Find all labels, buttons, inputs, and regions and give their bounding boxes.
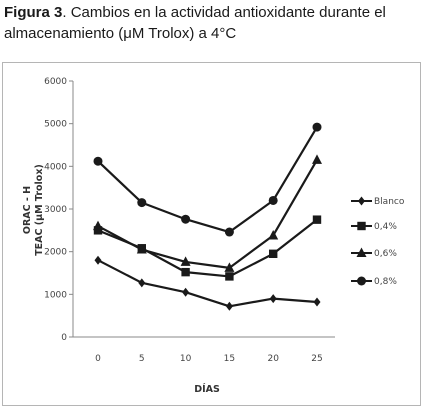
data-point bbox=[182, 287, 190, 297]
data-point bbox=[137, 198, 147, 208]
data-point bbox=[268, 229, 279, 240]
series-3 bbox=[93, 154, 322, 272]
legend-label: 0,8% bbox=[374, 277, 397, 287]
legend-item: 0,4% bbox=[351, 221, 397, 232]
data-point bbox=[313, 297, 321, 307]
data-point bbox=[224, 262, 235, 272]
data-point bbox=[181, 267, 190, 277]
legend-item: 0,6% bbox=[351, 247, 397, 259]
data-point bbox=[312, 122, 322, 132]
figure-caption-text: . Cambios en la actividad antioxidante d… bbox=[4, 4, 386, 42]
x-axis-ticks: 0 5 10 15 20 25 bbox=[95, 354, 323, 364]
y-axis-title-line2: TEAC (μM Trolox) bbox=[34, 164, 45, 256]
figure-caption: Figura 3. Cambios en la actividad antiox… bbox=[4, 2, 420, 44]
data-point bbox=[269, 249, 278, 258]
data-point bbox=[93, 156, 103, 166]
y-tick-label: 6000 bbox=[44, 77, 67, 87]
legend-marker bbox=[356, 247, 367, 257]
data-point bbox=[268, 195, 278, 205]
data-point bbox=[225, 301, 233, 311]
series-line bbox=[97, 259, 318, 308]
legend-item: Blanco bbox=[351, 196, 405, 207]
data-point bbox=[136, 244, 147, 254]
chart-frame bbox=[2, 62, 421, 406]
y-axis-title-line1: ORAC - H bbox=[22, 186, 33, 234]
data-point bbox=[94, 255, 102, 265]
series-line bbox=[97, 159, 318, 269]
series-1 bbox=[94, 255, 321, 311]
y-tick-label: 1000 bbox=[44, 290, 67, 300]
data-point bbox=[93, 220, 103, 231]
legend-marker bbox=[357, 276, 366, 286]
y-tick-label: 2000 bbox=[44, 248, 67, 258]
data-point bbox=[224, 227, 234, 237]
x-tick-label: 10 bbox=[180, 354, 192, 364]
series-line bbox=[97, 218, 318, 278]
x-axis-title: DÍAS bbox=[194, 383, 220, 395]
series-line bbox=[97, 126, 318, 234]
data-point bbox=[138, 278, 146, 288]
legend-label: Blanco bbox=[374, 197, 405, 207]
data-point bbox=[93, 226, 103, 235]
legend-marker bbox=[357, 221, 366, 231]
data-point bbox=[312, 215, 322, 224]
data-point bbox=[225, 272, 234, 281]
data-point bbox=[312, 154, 322, 164]
x-tick-label: 25 bbox=[311, 354, 322, 364]
chart-series bbox=[93, 122, 322, 311]
x-tick-label: 20 bbox=[267, 354, 279, 364]
y-tick-label: 5000 bbox=[44, 120, 67, 130]
figure-label: Figura 3 bbox=[4, 4, 63, 21]
chart-legend: Blanco 0,4% 0,6% 0,8% bbox=[351, 196, 405, 287]
data-point bbox=[180, 256, 191, 266]
y-axis-ticks: 0 1000 2000 3000 4000 5000 6000 bbox=[44, 77, 73, 343]
legend-label: 0,4% bbox=[374, 222, 397, 232]
y-tick-label: 3000 bbox=[44, 205, 67, 215]
y-tick-label: 0 bbox=[61, 333, 67, 343]
series-4 bbox=[93, 122, 322, 237]
legend-label: 0,6% bbox=[374, 249, 397, 259]
data-point bbox=[181, 214, 191, 224]
data-point bbox=[269, 294, 277, 304]
legend-item: 0,8% bbox=[351, 276, 397, 287]
x-tick-label: 15 bbox=[224, 354, 235, 364]
x-tick-label: 5 bbox=[139, 354, 145, 364]
legend-marker bbox=[358, 196, 365, 206]
y-tick-label: 4000 bbox=[44, 162, 67, 172]
x-tick-label: 0 bbox=[95, 354, 101, 364]
